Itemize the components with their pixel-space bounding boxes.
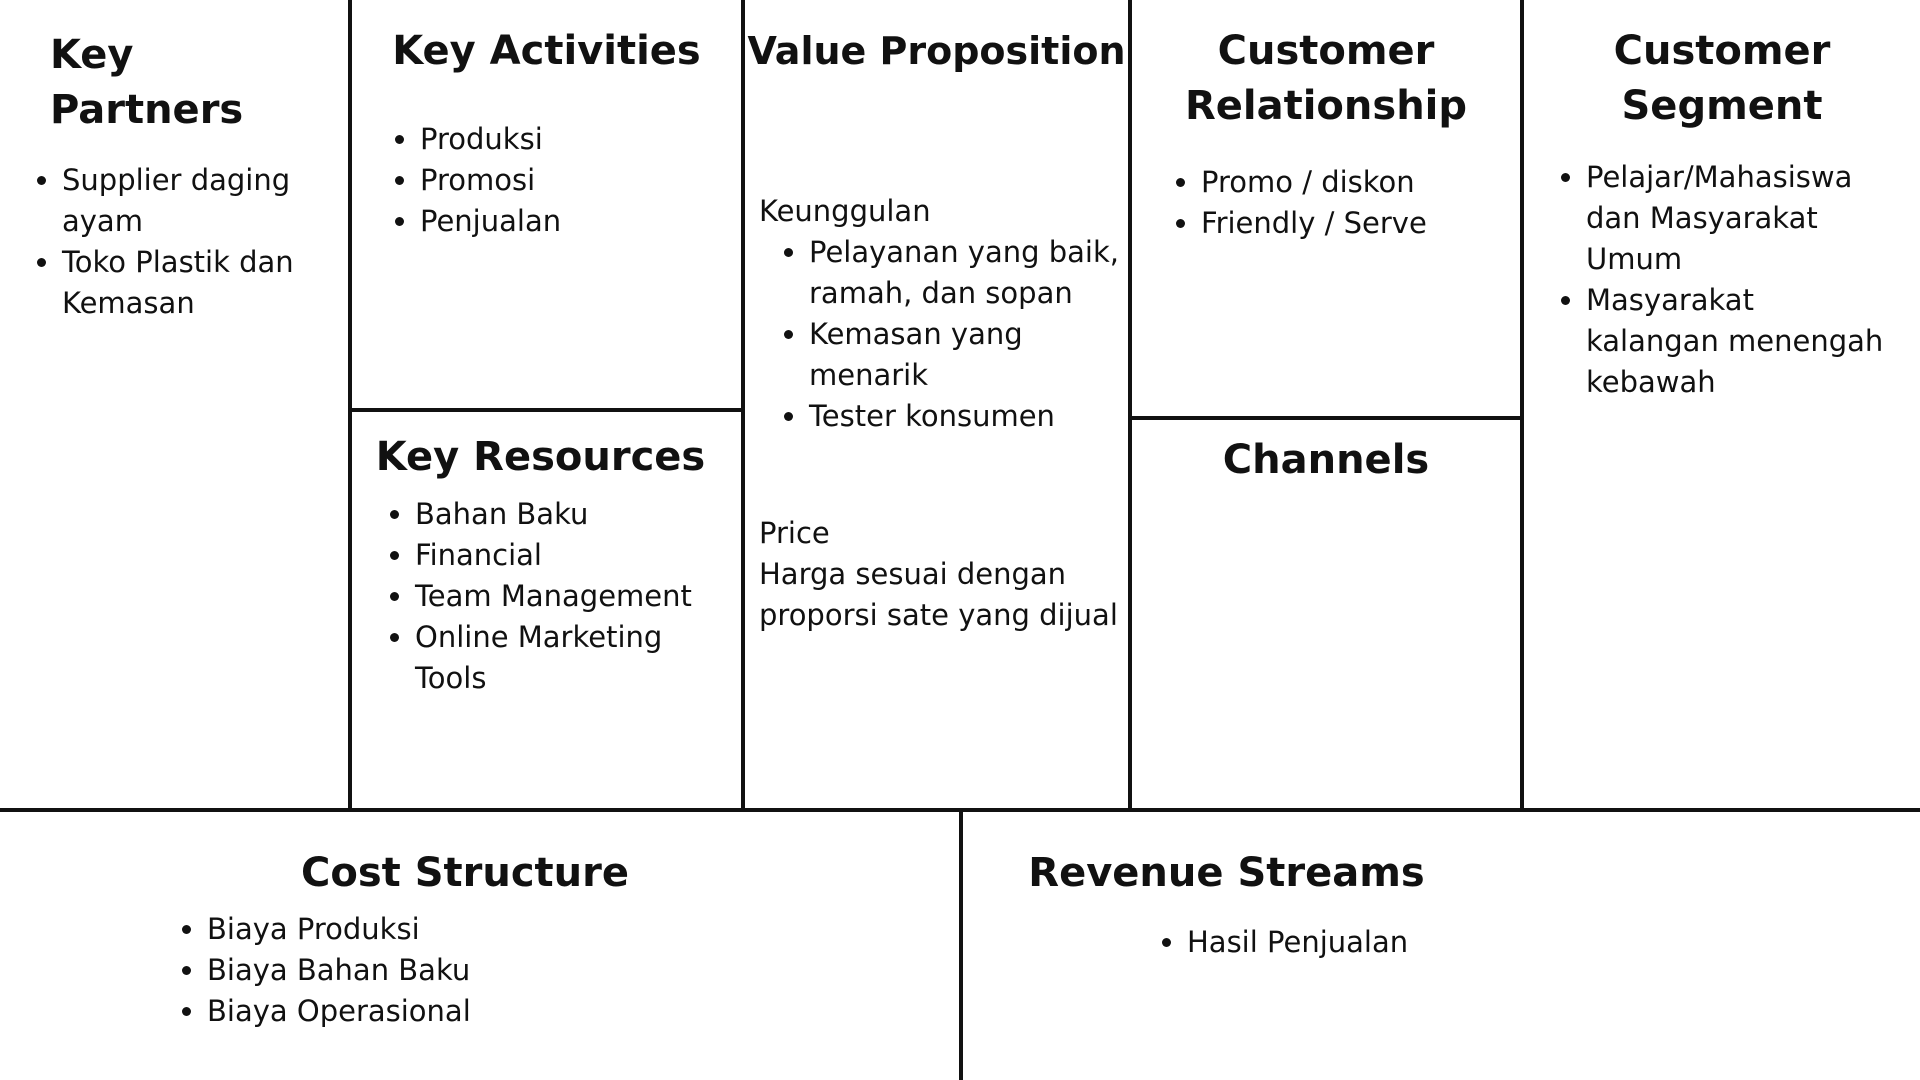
list-item: Bahan Baku [415, 494, 725, 535]
cost-structure-section: Cost Structure Biaya Produksi Biaya Baha… [0, 846, 959, 1032]
key-partners-title: Key Partners [50, 32, 244, 133]
customer-segment-title: Customer Segment [1613, 28, 1831, 129]
key-activities-title: Key Activities [392, 28, 701, 74]
key-resources-section: Key Resources Bahan Baku Financial Team … [352, 430, 741, 699]
list-item: Kemasan yang menarik [809, 314, 1119, 396]
list-item: Promosi [420, 160, 741, 201]
customer-segment-section: Customer Segment Pelajar/Mahasiswa dan M… [1524, 24, 1920, 403]
divider-vertical-4 [1520, 0, 1524, 812]
key-activities-section: Key Activities Produksi Promosi Penjuala… [352, 24, 741, 242]
customer-relationship-section: Customer Relationship Promo / diskon Fri… [1132, 24, 1520, 244]
cost-structure-title: Cost Structure [301, 850, 629, 896]
list-item: Friendly / Serve [1201, 203, 1520, 244]
key-resources-title: Key Resources [375, 434, 706, 480]
revenue-streams-title: Revenue Streams [1028, 850, 1425, 896]
value-proposition-section: Value Proposition Keunggulan Pelayanan y… [745, 24, 1128, 636]
revenue-streams-section: Revenue Streams Hasil Penjualan [963, 846, 1920, 963]
list-item: Biaya Operasional [207, 991, 959, 1032]
list-item: Biaya Bahan Baku [207, 950, 959, 991]
list-item: Promo / diskon [1201, 162, 1520, 203]
value-proposition-title: Value Proposition [747, 29, 1126, 73]
list-item: Hasil Penjualan [1187, 922, 1920, 963]
list-item: Online Marketing Tools [415, 617, 725, 699]
list-item: Biaya Produksi [207, 909, 959, 950]
list-item: Pelajar/Mahasiswa dan Masyarakat Umum [1586, 157, 1886, 280]
list-item: Team Management [415, 576, 725, 617]
key-partners-list: Supplier daging ayam Toko Plastik dan Ke… [20, 160, 322, 324]
list-item: Produksi [420, 119, 741, 160]
cost-structure-list: Biaya Produksi Biaya Bahan Baku Biaya Op… [0, 909, 959, 1032]
divider-vertical-bottom [959, 810, 963, 1080]
divider-vertical-1 [348, 0, 352, 812]
key-partners-section: Key Partners Supplier daging ayam Toko P… [20, 28, 330, 324]
revenue-streams-list: Hasil Penjualan [963, 922, 1920, 963]
price-label: Price [759, 516, 830, 550]
list-item: Financial [415, 535, 725, 576]
divider-vertical-2 [741, 0, 745, 812]
list-item: Masyarakat kalangan menengah kebawah [1586, 280, 1886, 403]
divider-vertical-3 [1128, 0, 1132, 812]
list-item: Toko Plastik dan Kemasan [62, 242, 322, 324]
list-item: Penjualan [420, 201, 741, 242]
list-item: Pelayanan yang baik, ramah, dan sopan [809, 232, 1119, 314]
key-activities-list: Produksi Promosi Penjualan [352, 119, 741, 242]
list-item: Supplier daging ayam [62, 160, 322, 242]
list-item: Tester konsumen [809, 396, 1119, 437]
customer-segment-list: Pelajar/Mahasiswa dan Masyarakat Umum Ma… [1524, 157, 1886, 403]
divider-horizontal-activities-resources [350, 408, 743, 412]
key-resources-list: Bahan Baku Financial Team Management Onl… [352, 494, 725, 699]
value-proposition-list: Pelayanan yang baik, ramah, dan sopan Ke… [745, 232, 1119, 437]
customer-relationship-list: Promo / diskon Friendly / Serve [1132, 162, 1520, 244]
divider-horizontal-relationship-channels [1130, 416, 1522, 420]
channels-title: Channels [1222, 437, 1430, 483]
customer-relationship-title: Customer Relationship [1184, 28, 1468, 129]
value-proposition-subheading: Keunggulan [759, 194, 931, 228]
price-text: Harga sesuai dengan proporsi sate yang d… [759, 557, 1118, 632]
channels-section: Channels [1132, 433, 1520, 488]
